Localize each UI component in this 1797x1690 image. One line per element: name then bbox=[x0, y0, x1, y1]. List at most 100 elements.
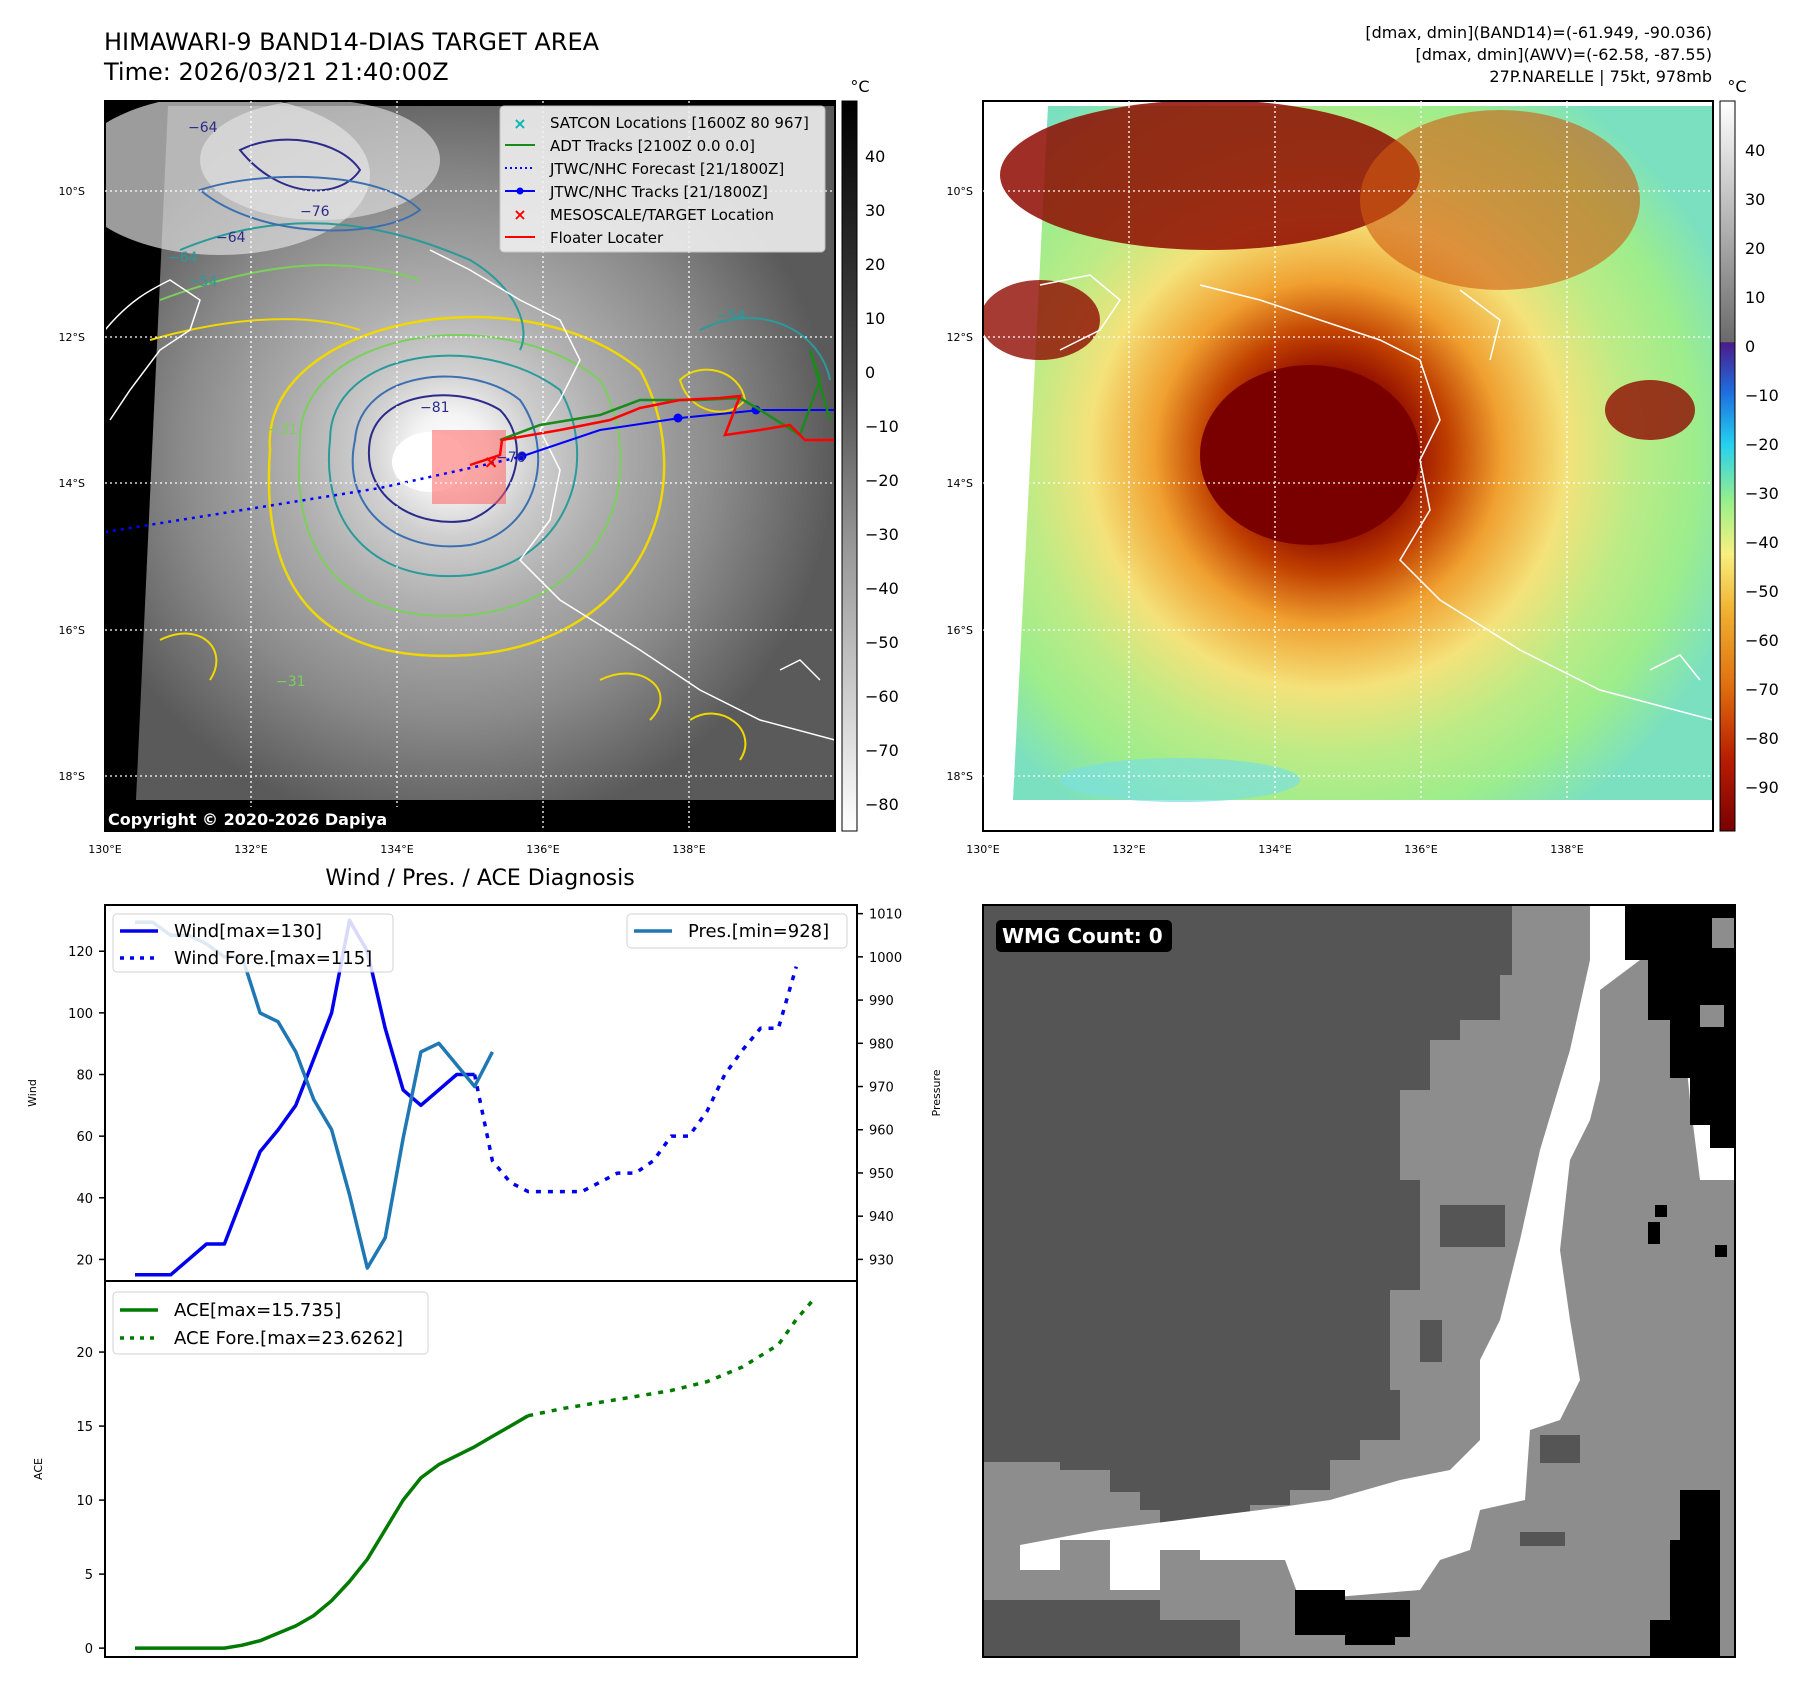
ir-colorbar: °C 40 30 20 10 0 −10 −20 −30 −40 −50 −60… bbox=[841, 77, 899, 832]
svg-text:10: 10 bbox=[1745, 288, 1765, 307]
svg-text:130°E: 130°E bbox=[88, 843, 121, 856]
contour-label: −64 bbox=[216, 230, 246, 246]
series-line-wind bbox=[135, 918, 475, 1277]
pressure-tick-label: 980 bbox=[869, 1037, 894, 1052]
series-line-wind-forecast bbox=[472, 966, 798, 1194]
svg-text:−40: −40 bbox=[865, 579, 899, 598]
ir-color-map-lon-labels: 130°E 132°E 134°E 136°E 138°E bbox=[966, 843, 1583, 856]
wind-tick-label: 40 bbox=[76, 1192, 93, 1207]
svg-text:−70: −70 bbox=[865, 741, 899, 760]
map-legend: × SATCON Locations [1600Z 80 967] ADT Tr… bbox=[499, 105, 826, 253]
contour-label: −31 bbox=[268, 422, 298, 438]
legend-adt: ADT Tracks [2100Z 0.0 0.0] bbox=[505, 137, 755, 155]
ace-tick-label: 10 bbox=[76, 1494, 93, 1509]
svg-text:×: × bbox=[513, 114, 526, 133]
ir-map-lon-labels: 130°E 132°E 134°E 136°E 138°E bbox=[88, 843, 705, 856]
svg-text:138°E: 138°E bbox=[1550, 843, 1583, 856]
pressure-tick-label: 1000 bbox=[869, 951, 902, 966]
ir-color-map bbox=[983, 101, 1713, 831]
wind-legend-label: Wind[max=130] bbox=[174, 921, 322, 942]
info-awv: [dmax, dmin](AWV)=(-62.58, -87.55) bbox=[1415, 45, 1712, 64]
ace-forecast-legend-label: ACE Fore.[max=23.6262] bbox=[174, 1328, 403, 1349]
pressure-tick-label: 960 bbox=[869, 1124, 894, 1139]
svg-text:MESOSCALE/TARGET Location: MESOSCALE/TARGET Location bbox=[550, 206, 774, 224]
svg-text:14°S: 14°S bbox=[59, 477, 85, 490]
svg-text:130°E: 130°E bbox=[966, 843, 999, 856]
svg-text:−80: −80 bbox=[1745, 729, 1779, 748]
svg-text:−20: −20 bbox=[1745, 435, 1779, 454]
ir-map-lat-labels: 10°S 12°S 14°S 16°S 18°S bbox=[59, 185, 85, 783]
svg-text:12°S: 12°S bbox=[59, 331, 85, 344]
legend-satcon: × SATCON Locations [1600Z 80 967] bbox=[513, 114, 809, 133]
ace-legend: ACE[max=15.735] ACE Fore.[max=23.6262] bbox=[112, 1291, 429, 1355]
wind-tick-label: 100 bbox=[68, 1007, 93, 1022]
wind-tick-label: 60 bbox=[76, 1130, 93, 1145]
pressure-tick-label: 940 bbox=[869, 1210, 894, 1225]
svg-text:JTWC/NHC Forecast [21/1800Z]: JTWC/NHC Forecast [21/1800Z] bbox=[549, 160, 784, 178]
svg-text:−80: −80 bbox=[865, 795, 899, 814]
figure-time: Time: 2026/03/21 21:40:00Z bbox=[103, 58, 449, 86]
svg-text:12°S: 12°S bbox=[947, 331, 973, 344]
contour-label: −64 bbox=[188, 120, 218, 136]
svg-text:0: 0 bbox=[865, 363, 875, 382]
wind-axis-label: Wind bbox=[26, 1079, 39, 1107]
wind-forecast-legend-label: Wind Fore.[max=115] bbox=[174, 948, 372, 969]
svg-text:30: 30 bbox=[1745, 190, 1765, 209]
series-line-ace-forecast bbox=[527, 1297, 816, 1418]
svg-text:30: 30 bbox=[865, 201, 885, 220]
svg-text:136°E: 136°E bbox=[1404, 843, 1437, 856]
contour-label: −31 bbox=[276, 674, 306, 690]
ir-color-map-frame bbox=[982, 100, 1714, 832]
svg-text:×: × bbox=[513, 205, 526, 224]
svg-text:ADT Tracks [2100Z 0.0 0.0]: ADT Tracks [2100Z 0.0 0.0] bbox=[550, 137, 755, 155]
svg-text:−10: −10 bbox=[865, 417, 899, 436]
svg-text:132°E: 132°E bbox=[1112, 843, 1145, 856]
contour-label: −54 bbox=[716, 308, 746, 324]
svg-text:−50: −50 bbox=[1745, 582, 1779, 601]
figure-title: HIMAWARI-9 BAND14-DIAS TARGET AREA bbox=[104, 28, 600, 56]
pressure-axis-label: Pressure bbox=[930, 1069, 943, 1116]
svg-text:14°S: 14°S bbox=[947, 477, 973, 490]
svg-text:16°S: 16°S bbox=[59, 624, 85, 637]
svg-text:×: × bbox=[483, 452, 498, 473]
pressure-tick-label: 970 bbox=[869, 1081, 894, 1096]
pressure-tick-label: 930 bbox=[869, 1253, 894, 1268]
svg-text:136°E: 136°E bbox=[526, 843, 559, 856]
svg-text:10°S: 10°S bbox=[59, 185, 85, 198]
series-line-ace bbox=[135, 1414, 530, 1650]
ir-color-map-lat-labels: 10°S 12°S 14°S 16°S 18°S bbox=[947, 185, 973, 783]
ir-color-map-gridlines bbox=[983, 101, 1713, 831]
contour-label: −64 bbox=[168, 250, 198, 266]
svg-text:134°E: 134°E bbox=[380, 843, 413, 856]
contour-label: −81 bbox=[420, 400, 450, 416]
legend-jtwc-tracks: JTWC/NHC Tracks [21/1800Z] bbox=[505, 183, 768, 201]
wind-tick-label: 120 bbox=[68, 945, 93, 960]
wmg-panel bbox=[982, 904, 1736, 1658]
ace-tick-label: 15 bbox=[76, 1420, 93, 1435]
svg-text:−10: −10 bbox=[1745, 386, 1779, 405]
ir-map-frame bbox=[104, 100, 836, 832]
pressure-tick-label: 1010 bbox=[869, 908, 902, 923]
svg-text:SATCON Locations [1600Z 80 967: SATCON Locations [1600Z 80 967] bbox=[550, 114, 809, 132]
pressure-legend-label: Pres.[min=928] bbox=[688, 921, 829, 942]
wind-tick-label: 20 bbox=[76, 1253, 93, 1268]
contour-label: −76 bbox=[300, 204, 330, 220]
wmg-count-label: WMG Count: 0 bbox=[1002, 924, 1163, 948]
svg-text:−60: −60 bbox=[1745, 631, 1779, 650]
svg-text:40: 40 bbox=[1745, 141, 1765, 160]
ir-color-colorbar: °C 40 30 20 10 0 −10 −20 −30 −40 −50 −60… bbox=[1719, 77, 1779, 832]
ace-tick-label: 20 bbox=[76, 1346, 93, 1361]
svg-text:132°E: 132°E bbox=[234, 843, 267, 856]
diagnosis-title: Wind / Pres. / ACE Diagnosis bbox=[325, 866, 634, 891]
pressure-tick-label: 950 bbox=[869, 1167, 894, 1182]
pressure-legend: Pres.[min=928] bbox=[626, 913, 848, 949]
svg-text:10°S: 10°S bbox=[947, 185, 973, 198]
ace-axis-ticks: 0 5 10 15 20 bbox=[76, 1346, 105, 1657]
svg-text:−20: −20 bbox=[865, 471, 899, 490]
svg-text:Floater Locater: Floater Locater bbox=[550, 229, 664, 247]
contour-label: −54 bbox=[188, 274, 218, 290]
pressure-tick-label: 990 bbox=[869, 994, 894, 1009]
ace-tick-label: 5 bbox=[85, 1568, 93, 1583]
svg-text:10: 10 bbox=[865, 309, 885, 328]
